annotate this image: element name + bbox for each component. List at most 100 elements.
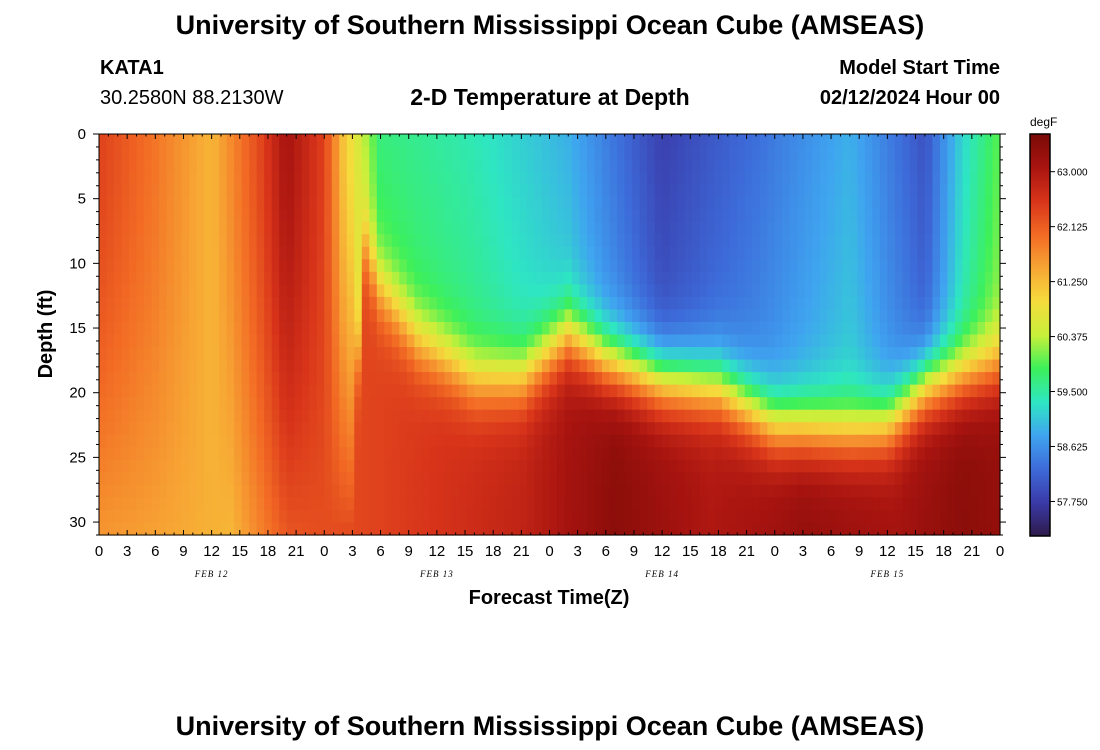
heatmap-cell [954,296,964,311]
heatmap-cell [834,472,843,486]
heatmap-cell [699,134,708,148]
heatmap-cell [196,196,205,210]
heatmap-cell [286,296,295,311]
heatmap-cell [279,284,288,298]
heatmap-cell [234,196,243,210]
heatmap-cell [99,209,108,223]
heatmap-cell [617,309,626,323]
heatmap-cell [331,397,340,411]
heatmap-cell [767,334,776,348]
heatmap-cell [887,459,896,473]
heatmap-cell [977,159,986,173]
heatmap-cell [331,434,340,448]
heatmap-cell [136,146,145,160]
heatmap-cell [662,472,671,486]
heatmap-cell [572,234,581,248]
heatmap-cell [774,409,783,423]
heatmap-cell [984,472,994,486]
heatmap-cell [166,234,175,248]
heatmap-cell [519,359,528,373]
heatmap-cell [189,234,198,248]
heatmap-cell [211,134,220,148]
heatmap-cell [301,196,310,210]
heatmap-cell [587,221,596,235]
heatmap-cell [669,522,678,536]
heatmap-cell [729,397,738,411]
heatmap-cell [609,184,618,198]
heatmap-cell [722,171,731,185]
heatmap-cell [752,459,761,473]
heatmap-cell [384,296,393,311]
heatmap-cell [602,259,611,273]
heatmap-cell [947,184,956,198]
heatmap-cell [902,447,911,461]
heatmap-cell [722,196,731,210]
heatmap-cell [114,134,123,148]
heatmap-cell [166,271,175,285]
y-tick-label: 0 [78,126,86,143]
heatmap-cell [204,309,213,323]
heatmap-cell [166,259,175,273]
heatmap-cell [932,384,941,398]
heatmap-cell [489,422,498,436]
heatmap-cell [969,372,979,386]
heatmap-cell [924,296,934,311]
heatmap-cell [474,397,483,411]
heatmap-cell [369,234,378,248]
heatmap-cell [932,146,941,160]
heatmap-cell [316,484,325,499]
heatmap-cell [264,196,273,210]
heatmap-cell [384,209,393,223]
heatmap-cell [466,409,476,423]
heatmap-cell [677,184,686,198]
heatmap-cell [647,234,656,248]
heatmap-cell [647,472,656,486]
heatmap-cell [526,422,536,436]
heatmap-cell [264,159,273,173]
heatmap-cell [496,397,506,411]
heatmap-cell [549,134,558,148]
heatmap-cell [339,422,348,436]
heatmap-cell [346,259,355,273]
heatmap-cell [894,196,903,210]
date-label: FEB 13 [419,569,454,579]
heatmap-cell [301,334,310,348]
heatmap-cell [849,472,858,486]
heatmap-cell [489,372,498,386]
heatmap-cell [399,372,408,386]
heatmap-cell [159,484,168,499]
heatmap-cell [782,359,791,373]
heatmap-cell [984,459,994,473]
heatmap-cell [279,184,288,198]
heatmap-cell [782,472,791,486]
heatmap-cell [466,221,476,235]
heatmap-cell [654,284,663,298]
heatmap-cell [466,246,476,260]
heatmap-cell [391,334,400,348]
heatmap-cell [181,171,190,185]
heatmap-cell [121,309,130,323]
heatmap-cell [797,221,806,235]
heatmap-cell [909,397,919,411]
heatmap-cell [812,447,821,461]
heatmap-cell [587,347,596,361]
heatmap-cell [294,259,303,273]
heatmap-cell [789,296,798,311]
heatmap-cell [346,384,355,398]
heatmap-cell [294,184,303,198]
heatmap-cell [384,284,393,298]
heatmap-cell [939,472,949,486]
heatmap-cell [647,246,656,260]
heatmap-cell [549,159,558,173]
heatmap-cell [339,209,348,223]
heatmap-cell [827,284,836,298]
heatmap-cell [707,422,716,436]
heatmap-cell [144,409,153,423]
heatmap-cell [279,246,288,260]
heatmap-cell [579,134,588,148]
heatmap-cell [196,372,205,386]
heatmap-cell [624,309,633,323]
heatmap-cell [639,146,648,160]
heatmap-cell [744,246,753,260]
heatmap-cell [654,184,663,198]
